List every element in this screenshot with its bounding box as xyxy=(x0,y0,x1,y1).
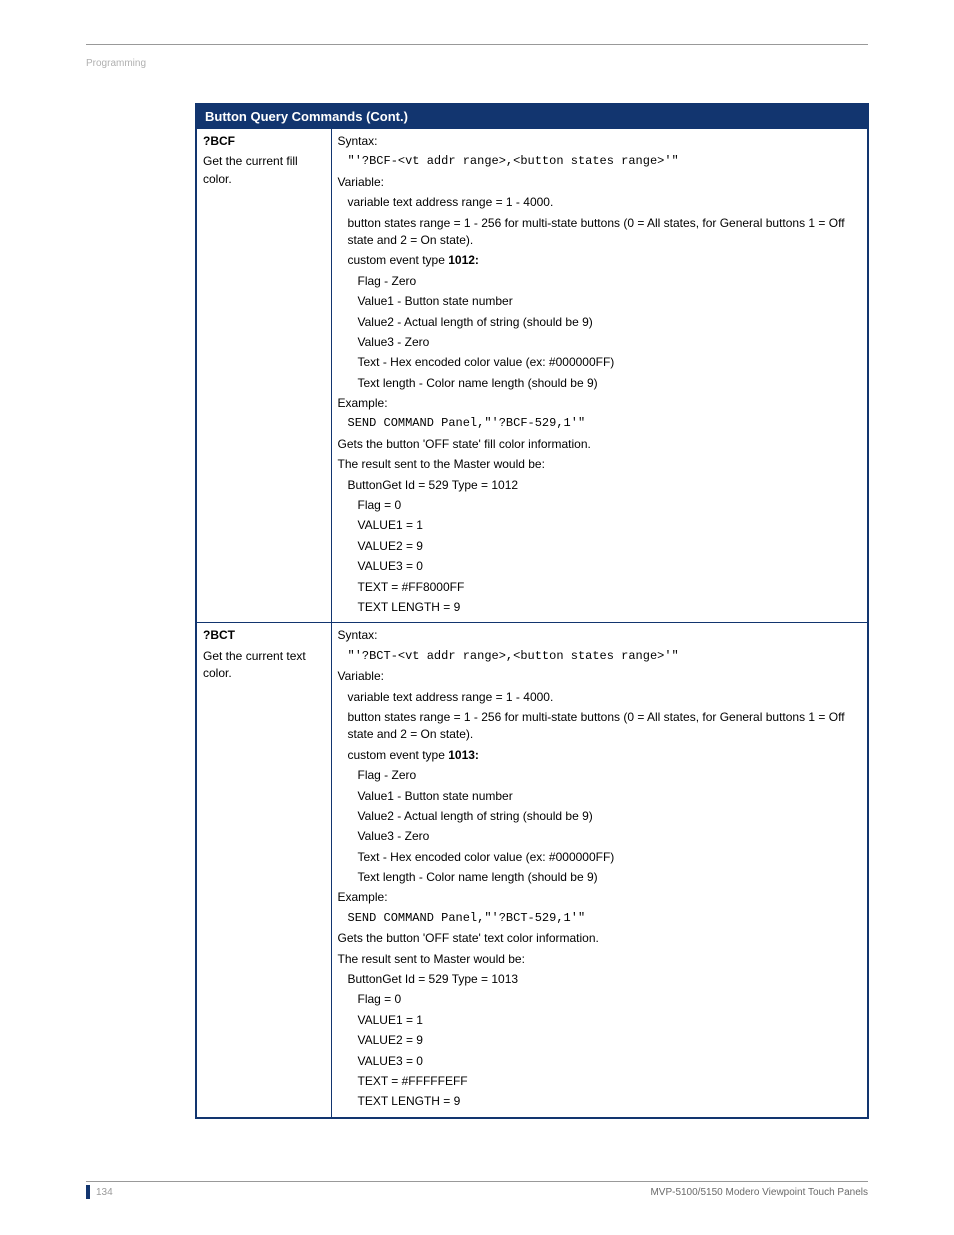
result-line: VALUE2 = 9 xyxy=(338,1032,862,1049)
footer-title: MVP-5100/5150 Modero Viewpoint Touch Pan… xyxy=(650,1187,868,1198)
table-row: ?BCF Get the current fill color. Syntax:… xyxy=(196,129,868,623)
cmd-desc: Get the current text color. xyxy=(203,648,325,683)
cmd-cell: ?BCF Get the current fill color. xyxy=(196,129,331,623)
result-line: ButtonGet Id = 529 Type = 1012 xyxy=(338,477,862,494)
value-line: Value2 - Actual length of string (should… xyxy=(338,314,862,331)
cmd-name: ?BCF xyxy=(203,133,325,150)
example-code: SEND COMMAND Panel,"'?BCT-529,1'" xyxy=(338,910,862,927)
result-line: TEXT LENGTH = 9 xyxy=(338,1093,862,1110)
result-line: VALUE1 = 1 xyxy=(338,517,862,534)
result-line: TEXT = #FFFFFEFF xyxy=(338,1073,862,1090)
commands-table: Button Query Commands (Cont.) ?BCF Get t… xyxy=(195,103,869,1119)
cmd-desc: Get the current fill color. xyxy=(203,153,325,188)
event-type: custom event type 1013: xyxy=(338,747,862,764)
flag-line: Flag - Zero xyxy=(338,273,862,290)
detail-cell: Syntax: "'?BCT-<vt addr range>,<button s… xyxy=(331,623,868,1118)
table-row: ?BCT Get the current text color. Syntax:… xyxy=(196,623,868,1118)
variable-label: Variable: xyxy=(338,668,862,685)
var-line: button states range = 1 - 256 for multi-… xyxy=(338,215,862,250)
gets-line: Gets the button 'OFF state' fill color i… xyxy=(338,436,862,453)
page-footer: 134 MVP-5100/5150 Modero Viewpoint Touch… xyxy=(86,1181,868,1199)
footer-rule xyxy=(86,1181,868,1182)
result-label: The result sent to Master would be: xyxy=(338,951,862,968)
text-line: Text - Hex encoded color value (ex: #000… xyxy=(338,354,862,371)
value-line: Value3 - Zero xyxy=(338,334,862,351)
text-line: Text - Hex encoded color value (ex: #000… xyxy=(338,849,862,866)
var-line: variable text address range = 1 - 4000. xyxy=(338,689,862,706)
result-line: Flag = 0 xyxy=(338,991,862,1008)
table-title: Button Query Commands (Cont.) xyxy=(196,104,868,129)
syntax-label: Syntax: xyxy=(338,133,862,150)
value-line: Value3 - Zero xyxy=(338,828,862,845)
example-label: Example: xyxy=(338,889,862,906)
result-line: VALUE3 = 0 xyxy=(338,1053,862,1070)
cmd-name: ?BCT xyxy=(203,627,325,644)
result-line: ButtonGet Id = 529 Type = 1013 xyxy=(338,971,862,988)
cmd-cell: ?BCT Get the current text color. xyxy=(196,623,331,1118)
event-type: custom event type 1012: xyxy=(338,252,862,269)
section-label: Programming xyxy=(86,58,146,69)
result-line: VALUE1 = 1 xyxy=(338,1012,862,1029)
value-line: Value1 - Button state number xyxy=(338,788,862,805)
variable-label: Variable: xyxy=(338,174,862,191)
result-line: Flag = 0 xyxy=(338,497,862,514)
result-line: TEXT LENGTH = 9 xyxy=(338,599,862,616)
result-line: VALUE3 = 0 xyxy=(338,558,862,575)
header-rule xyxy=(86,44,868,45)
textlen-line: Text length - Color name length (should … xyxy=(338,375,862,392)
main-content: Button Query Commands (Cont.) ?BCF Get t… xyxy=(195,103,869,1119)
var-line: variable text address range = 1 - 4000. xyxy=(338,194,862,211)
example-label: Example: xyxy=(338,395,862,412)
syntax-code: "'?BCF-<vt addr range>,<button states ra… xyxy=(338,153,862,170)
detail-cell: Syntax: "'?BCF-<vt addr range>,<button s… xyxy=(331,129,868,623)
result-line: VALUE2 = 9 xyxy=(338,538,862,555)
result-line: TEXT = #FF8000FF xyxy=(338,579,862,596)
result-label: The result sent to the Master would be: xyxy=(338,456,862,473)
flag-line: Flag - Zero xyxy=(338,767,862,784)
example-code: SEND COMMAND Panel,"'?BCF-529,1'" xyxy=(338,415,862,432)
footer-bar: 134 MVP-5100/5150 Modero Viewpoint Touch… xyxy=(86,1185,868,1199)
gets-line: Gets the button 'OFF state' text color i… xyxy=(338,930,862,947)
syntax-label: Syntax: xyxy=(338,627,862,644)
var-line: button states range = 1 - 256 for multi-… xyxy=(338,709,862,744)
value-line: Value1 - Button state number xyxy=(338,293,862,310)
value-line: Value2 - Actual length of string (should… xyxy=(338,808,862,825)
syntax-code: "'?BCT-<vt addr range>,<button states ra… xyxy=(338,648,862,665)
textlen-line: Text length - Color name length (should … xyxy=(338,869,862,886)
page-number: 134 xyxy=(96,1187,113,1198)
